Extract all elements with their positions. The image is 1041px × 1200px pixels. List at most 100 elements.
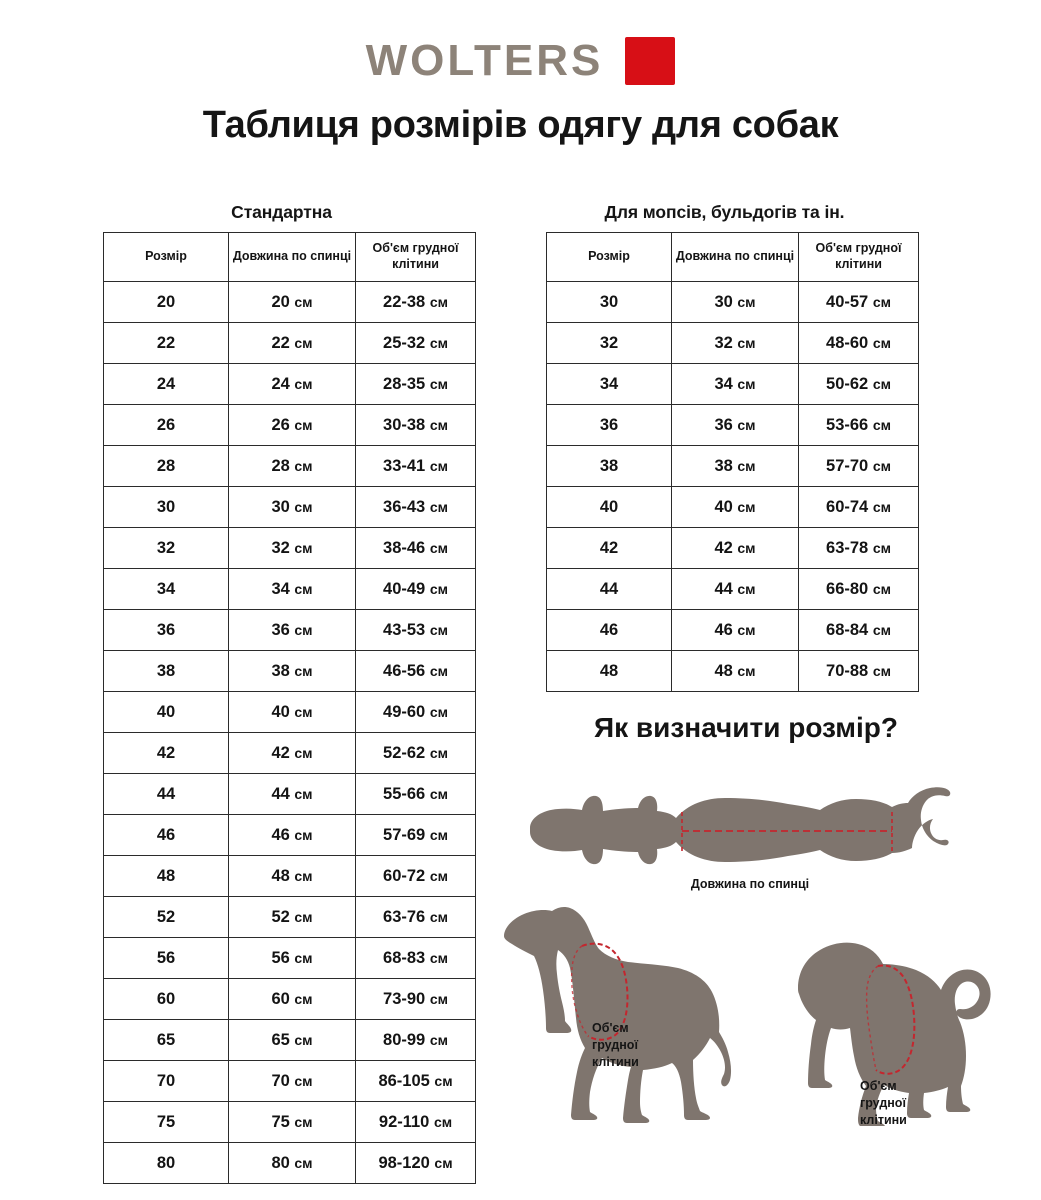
brand-square-icon [625, 37, 676, 85]
dog-pug-silhouette [798, 942, 991, 1126]
cell-size: 24 [103, 363, 229, 405]
cell-back-length: 75 см [228, 1101, 356, 1143]
table-row: 38 38 см 57-70 см [546, 445, 919, 487]
cell-size: 42 [546, 527, 672, 569]
cell-size: 48 [103, 855, 229, 897]
cell-size: 60 [103, 978, 229, 1020]
cell-back-length: 46 см [228, 814, 356, 856]
cell-size: 40 [546, 486, 672, 528]
table-row: 40 40 см 60-74 см [546, 486, 919, 528]
cell-size: 48 [546, 650, 672, 692]
cell-chest: 55-66 см [355, 773, 476, 815]
table-row: 56 56 см 68-83 см [103, 937, 476, 979]
table-row: 32 32 см 38-46 см [103, 527, 476, 569]
column-header-size: Розмір [103, 232, 229, 282]
cell-size: 70 [103, 1060, 229, 1102]
measurement-diagram: Довжина по спинці Об'єм грудної клітини [500, 768, 1020, 1128]
cell-chest: 48-60 см [798, 322, 919, 364]
cell-back-length: 40 см [228, 691, 356, 733]
table-row: 26 26 см 30-38 см [103, 404, 476, 446]
cell-back-length: 46 см [671, 609, 799, 651]
cell-chest: 40-57 см [798, 281, 919, 323]
cell-size: 36 [546, 404, 672, 446]
dog-pug-body-shape [798, 942, 991, 1126]
table-pugs: Розмір Довжина по спинці Об'єм грудної к… [546, 232, 919, 692]
cell-size: 44 [546, 568, 672, 610]
table-row: 34 34 см 50-62 см [546, 363, 919, 405]
chest-girth-back-arc [570, 945, 589, 1037]
cell-chest: 33-41 см [355, 445, 476, 487]
size-table-pugs: Для мопсів, бульдогів та ін. Розмір Довж… [546, 202, 919, 692]
cell-chest: 52-62 см [355, 732, 476, 774]
cell-size: 38 [546, 445, 672, 487]
table-header-row: Розмір Довжина по спинці Об'єм грудної к… [103, 232, 476, 282]
cell-chest: 25-32 см [355, 322, 476, 364]
cell-size: 36 [103, 609, 229, 651]
chest-girth-back-arc-pug [865, 965, 879, 1071]
cell-back-length: 60 см [228, 978, 356, 1020]
cell-size: 65 [103, 1019, 229, 1061]
cell-chest: 53-66 см [798, 404, 919, 446]
cell-back-length: 32 см [228, 527, 356, 569]
table-row: 70 70 см 86-105 см [103, 1060, 476, 1102]
cell-size: 30 [546, 281, 672, 323]
chest-label-line-2: грудної [592, 1037, 638, 1052]
cell-size: 34 [546, 363, 672, 405]
cell-chest: 66-80 см [798, 568, 919, 610]
cell-back-length: 34 см [671, 363, 799, 405]
table-row: 30 30 см 40-57 см [546, 281, 919, 323]
cell-size: 44 [103, 773, 229, 815]
cell-chest: 36-43 см [355, 486, 476, 528]
howto-title: Як визначити розмір? [594, 712, 898, 743]
cell-back-length: 34 см [228, 568, 356, 610]
table-caption-pugs: Для мопсів, бульдогів та ін. [604, 202, 845, 222]
cell-back-length: 30 см [671, 281, 799, 323]
cell-back-length: 65 см [228, 1019, 356, 1061]
cell-chest: 38-46 см [355, 527, 476, 569]
dog-top-body-shape [530, 787, 951, 865]
table-row: 36 36 см 53-66 см [546, 404, 919, 446]
cell-back-length: 20 см [228, 281, 356, 323]
table-row: 48 48 см 70-88 см [546, 650, 919, 692]
table-row: 80 80 см 98-120 см [103, 1142, 476, 1184]
table-header-row: Розмір Довжина по спинці Об'єм грудної к… [546, 232, 919, 282]
cell-size: 22 [103, 322, 229, 364]
cell-chest: 40-49 см [355, 568, 476, 610]
cell-size: 46 [103, 814, 229, 856]
table-row: 20 20 см 22-38 см [103, 281, 476, 323]
cell-back-length: 22 см [228, 322, 356, 364]
table-row: 38 38 см 46-56 см [103, 650, 476, 692]
cell-back-length: 44 см [228, 773, 356, 815]
cell-chest: 63-76 см [355, 896, 476, 938]
page-title: Таблиця розмірів одягу для собак [202, 104, 839, 146]
cell-chest: 92-110 см [355, 1101, 476, 1143]
back-length-measure-line [681, 812, 893, 852]
cell-size: 28 [103, 445, 229, 487]
cell-back-length: 40 см [671, 486, 799, 528]
cell-back-length: 32 см [671, 322, 799, 364]
table-row: 40 40 см 49-60 см [103, 691, 476, 733]
brand-logo: WOLTERS [0, 30, 1041, 92]
cell-chest: 60-72 см [355, 855, 476, 897]
cell-back-length: 42 см [228, 732, 356, 774]
table-row: 44 44 см 66-80 см [546, 568, 919, 610]
chest-girth-measure-line [570, 942, 629, 1041]
cell-size: 30 [103, 486, 229, 528]
cell-size: 75 [103, 1101, 229, 1143]
cell-size: 32 [103, 527, 229, 569]
table-row: 36 36 см 43-53 см [103, 609, 476, 651]
cell-back-length: 36 см [671, 404, 799, 446]
table-row: 46 46 см 68-84 см [546, 609, 919, 651]
cell-size: 40 [103, 691, 229, 733]
cell-chest: 30-38 см [355, 404, 476, 446]
table-row: 46 46 см 57-69 см [103, 814, 476, 856]
chest-girth-front-arc-pug [875, 964, 916, 1075]
cell-back-length: 80 см [228, 1142, 356, 1184]
brand-wordmark: WOLTERS [365, 36, 604, 85]
dog-side-silhouette [504, 907, 732, 1123]
cell-chest: 43-53 см [355, 609, 476, 651]
cell-chest: 73-90 см [355, 978, 476, 1020]
table-row: 75 75 см 92-110 см [103, 1101, 476, 1143]
dog-side-view-illustration [500, 894, 735, 1124]
cell-back-length: 38 см [671, 445, 799, 487]
